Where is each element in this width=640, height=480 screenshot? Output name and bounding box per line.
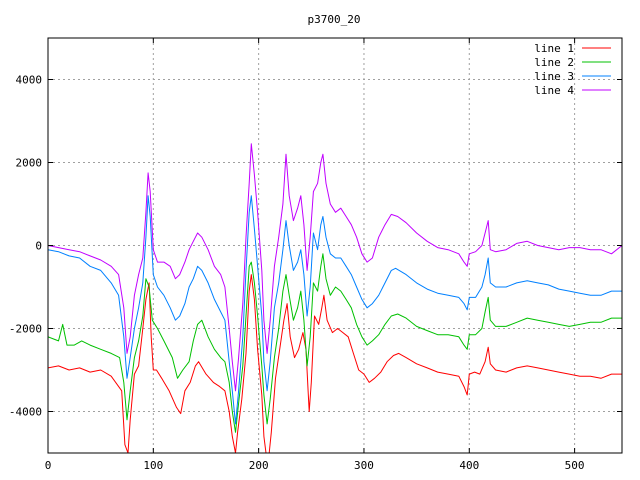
series-line-1 [48, 274, 622, 453]
series-line-2 [48, 253, 622, 433]
x-tick-label: 500 [565, 459, 585, 472]
legend-label-4: line 4 [534, 84, 574, 97]
legend-label-3: line 3 [534, 70, 574, 83]
legend-label-1: line 1 [534, 42, 574, 55]
x-tick-label: 100 [143, 459, 163, 472]
x-tick-label: 200 [249, 459, 269, 472]
series-line-4 [48, 143, 622, 392]
series-line-3 [48, 195, 622, 425]
x-tick-label: 0 [45, 459, 52, 472]
x-tick-label: 300 [354, 459, 374, 472]
axis-ticks: 0 100 200 300 400 500 -4000 -2000 0 2000 4000 [9, 38, 622, 472]
y-tick-label: 2000 [16, 157, 43, 170]
y-tick-label: 4000 [16, 74, 43, 87]
chart-title: p3700_20 [308, 13, 361, 26]
y-tick-label: -4000 [9, 406, 42, 419]
legend-label-2: line 2 [534, 56, 574, 69]
y-tick-label: 0 [35, 240, 42, 253]
y-tick-label: -2000 [9, 323, 42, 336]
series-lines [48, 143, 622, 453]
x-tick-label: 400 [459, 459, 479, 472]
